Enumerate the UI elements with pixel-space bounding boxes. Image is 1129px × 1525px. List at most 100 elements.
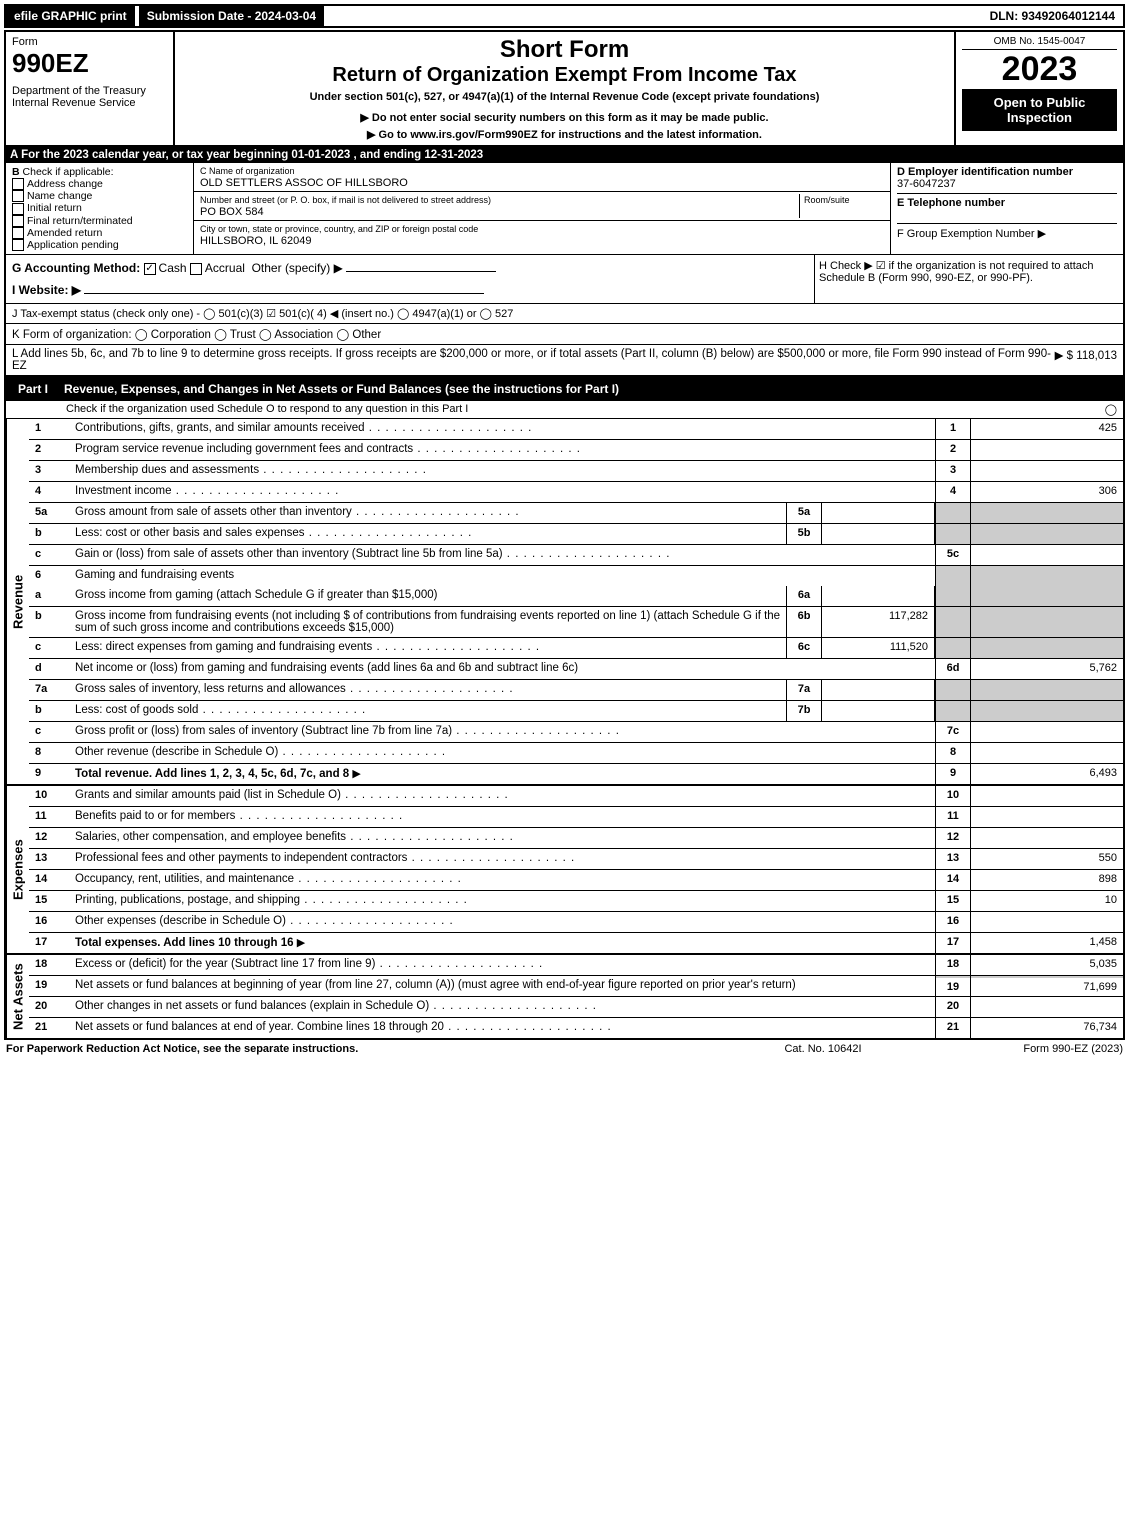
line-desc: Net assets or fund balances at beginning…	[71, 976, 935, 996]
shaded-cell	[970, 680, 1123, 700]
line-num: 1	[29, 419, 71, 439]
checkbox-name-change[interactable]	[12, 190, 24, 202]
line-num: 20	[29, 997, 71, 1017]
open-inspection: Open to Public Inspection	[962, 89, 1117, 131]
line-num: 7a	[29, 680, 71, 700]
shaded-cell	[935, 638, 970, 658]
main-amt	[970, 440, 1123, 460]
main-num: 17	[935, 933, 970, 953]
sub-label: 6b	[786, 607, 822, 637]
main-num: 11	[935, 807, 970, 827]
submission-date: Submission Date - 2024-03-04	[139, 6, 324, 26]
dln: DLN: 93492064012144	[982, 6, 1123, 26]
part1-check: Check if the organization used Schedule …	[66, 403, 1105, 416]
checkbox-pending[interactable]	[12, 239, 24, 251]
main-amt	[970, 722, 1123, 742]
column-c: C Name of organization OLD SETTLERS ASSO…	[194, 163, 890, 254]
line-desc: Gain or (loss) from sale of assets other…	[71, 545, 935, 565]
main-amt	[970, 807, 1123, 827]
sub-amt	[822, 680, 935, 700]
line-num: c	[29, 638, 71, 658]
city-label: City or town, state or province, country…	[200, 224, 478, 234]
tax-year: 2023	[962, 50, 1117, 89]
line-7b: b Less: cost of goods sold 7b	[29, 701, 1123, 722]
ein: 37-6047237	[897, 178, 956, 190]
opt-final: Final return/terminated	[27, 215, 133, 227]
line-num: 6	[29, 566, 71, 586]
line-4: 4 Investment income 4 306	[29, 482, 1123, 503]
main-num: 9	[935, 764, 970, 784]
header-center: Short Form Return of Organization Exempt…	[175, 32, 954, 145]
part1-check-val: ◯	[1105, 403, 1117, 416]
line-num: 16	[29, 912, 71, 932]
shaded-cell	[970, 701, 1123, 721]
main-amt: 425	[970, 419, 1123, 439]
line-num: c	[29, 545, 71, 565]
line-12: 12 Salaries, other compensation, and emp…	[29, 828, 1123, 849]
line-6d: d Net income or (loss) from gaming and f…	[29, 659, 1123, 680]
subtitle: Under section 501(c), 527, or 4947(a)(1)…	[181, 91, 948, 103]
main-amt: 76,734	[970, 1018, 1123, 1038]
main-num: 10	[935, 786, 970, 806]
checkbox-initial-return[interactable]	[12, 203, 24, 215]
checkbox-amended[interactable]	[12, 227, 24, 239]
main-num: 20	[935, 997, 970, 1017]
city: HILLSBORO, IL 62049	[200, 235, 312, 247]
main-amt	[970, 545, 1123, 565]
group-label: F Group Exemption Number ▶	[897, 228, 1046, 240]
part1-label: Part I	[10, 380, 56, 398]
dept-treasury: Department of the Treasury	[12, 85, 167, 97]
line-num: 19	[29, 976, 71, 996]
shaded-cell	[935, 586, 970, 606]
room-label: Room/suite	[804, 195, 850, 205]
main-amt: 1,458	[970, 933, 1123, 953]
l-text: L Add lines 5b, 6c, and 7b to line 9 to …	[12, 348, 1055, 372]
line-desc: Grants and similar amounts paid (list in…	[71, 786, 935, 806]
line-15: 15 Printing, publications, postage, and …	[29, 891, 1123, 912]
header-right: OMB No. 1545-0047 2023 Open to Public In…	[954, 32, 1123, 145]
b-label: B	[12, 166, 20, 178]
line-desc-text: Total expenses. Add lines 10 through 16	[75, 937, 294, 949]
i-website: I Website: ▶	[12, 283, 81, 297]
section-l: L Add lines 5b, 6c, and 7b to line 9 to …	[4, 345, 1125, 377]
checkbox-cash[interactable]	[144, 263, 156, 275]
main-amt: 898	[970, 870, 1123, 890]
opt-pending: Application pending	[27, 239, 119, 251]
checkbox-address-change[interactable]	[12, 178, 24, 190]
note-goto: ▶ Go to www.irs.gov/Form990EZ for instru…	[181, 128, 948, 141]
line-desc: Gaming and fundraising events	[71, 566, 935, 586]
line-6a: a Gross income from gaming (attach Sched…	[29, 586, 1123, 607]
line-num: 13	[29, 849, 71, 869]
shaded-cell	[970, 566, 1123, 586]
main-amt	[970, 912, 1123, 932]
main-num: 12	[935, 828, 970, 848]
form-header: Form 990EZ Department of the Treasury In…	[4, 30, 1125, 147]
part1-header: Part I Revenue, Expenses, and Changes in…	[4, 377, 1125, 401]
line-desc: Net income or (loss) from gaming and fun…	[71, 659, 935, 679]
line-18: 18 Excess or (deficit) for the year (Sub…	[29, 955, 1123, 976]
line-num: b	[29, 524, 71, 544]
line-14: 14 Occupancy, rent, utilities, and maint…	[29, 870, 1123, 891]
checkbox-final-return[interactable]	[12, 215, 24, 227]
main-amt	[970, 743, 1123, 763]
line-desc: Gross income from fundraising events (no…	[71, 607, 786, 637]
line-desc: Contributions, gifts, grants, and simila…	[71, 419, 935, 439]
part1-title: Revenue, Expenses, and Changes in Net As…	[64, 382, 619, 396]
main-num: 14	[935, 870, 970, 890]
shaded-cell	[935, 701, 970, 721]
main-num: 16	[935, 912, 970, 932]
netassets-vertical-label: Net Assets	[6, 955, 29, 1038]
line-desc: Total revenue. Add lines 1, 2, 3, 4, 5c,…	[71, 764, 935, 784]
return-title: Return of Organization Exempt From Incom…	[181, 64, 948, 87]
form-number: 990EZ	[12, 48, 167, 79]
line-desc: Investment income	[71, 482, 935, 502]
sub-amt	[822, 524, 935, 544]
info-block: B Check if applicable: Address change Na…	[4, 163, 1125, 255]
column-b: B Check if applicable: Address change Na…	[6, 163, 194, 254]
line-desc: Program service revenue including govern…	[71, 440, 935, 460]
shaded-cell	[935, 524, 970, 544]
section-h: H Check ▶ ☑ if the organization is not r…	[814, 255, 1123, 303]
line-desc: Gross amount from sale of assets other t…	[71, 503, 786, 523]
header-left: Form 990EZ Department of the Treasury In…	[6, 32, 175, 145]
checkbox-accrual[interactable]	[190, 263, 202, 275]
